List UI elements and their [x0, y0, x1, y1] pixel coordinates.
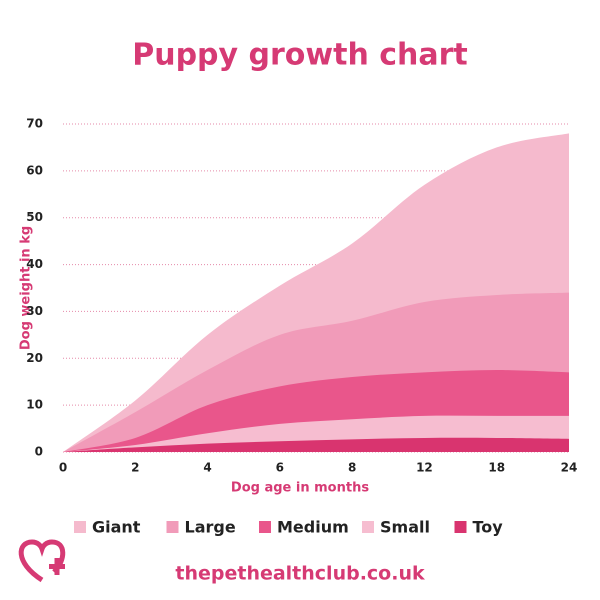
y-tick-label: 30 [26, 304, 43, 318]
legend-swatch [259, 521, 271, 533]
y-tick-label: 40 [26, 257, 43, 271]
legend-swatch [74, 521, 86, 533]
x-tick-label: 18 [488, 461, 505, 475]
footer-url: thepethealthclub.co.uk [175, 563, 425, 585]
logo [18, 539, 66, 583]
y-tick-label: 0 [35, 445, 43, 459]
chart-title: Puppy growth chart [132, 38, 468, 73]
y-tick-label: 50 [26, 210, 43, 224]
x-tick-label: 0 [59, 461, 67, 475]
x-tick-label: 2 [131, 461, 139, 475]
legend-swatch [166, 521, 179, 533]
x-tick-label: 24 [561, 461, 578, 475]
legend-label: Small [380, 518, 430, 537]
legend-label: Large [185, 518, 236, 537]
logo-heart [18, 539, 66, 583]
legend-swatch [362, 521, 374, 533]
y-tick-label: 10 [26, 398, 43, 412]
area [63, 437, 569, 452]
x-tick-label: 4 [203, 461, 211, 475]
y-axis-label: Dog weight in kg [19, 226, 34, 350]
y-tick-label: 60 [26, 163, 43, 177]
legend-label: Medium [277, 518, 349, 537]
y-tick-label: 20 [26, 351, 43, 365]
x-tick-label: 6 [276, 461, 284, 475]
x-tick-label: 8 [348, 461, 356, 475]
x-tick-label: 12 [416, 461, 433, 475]
legend-label: Giant [92, 518, 141, 537]
legend-swatch [454, 521, 467, 533]
x-axis-label: Dog age in months [231, 481, 369, 496]
legend-label: Toy [473, 518, 504, 537]
logo-cross-v [54, 558, 60, 575]
y-tick-label: 70 [26, 117, 43, 131]
